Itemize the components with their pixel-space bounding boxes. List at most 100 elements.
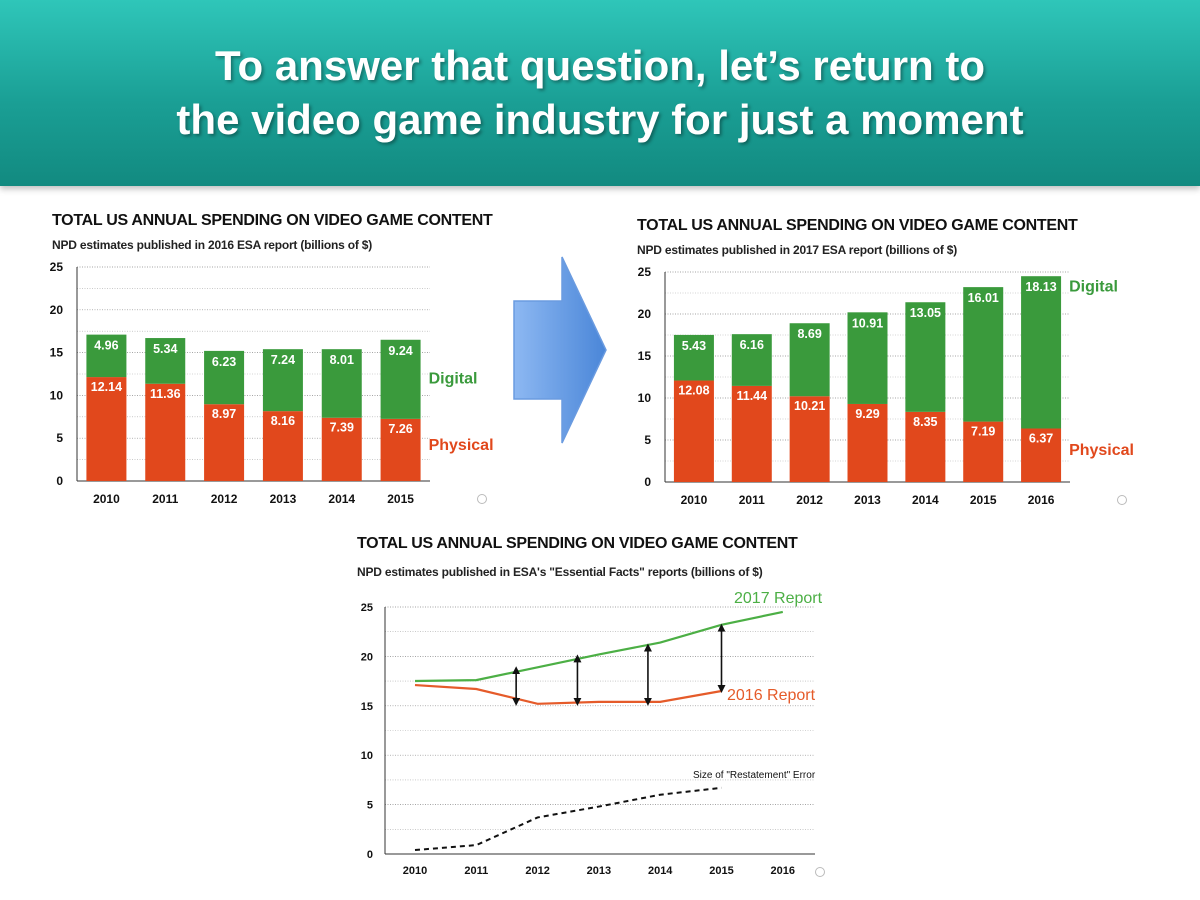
bar-digital: [963, 287, 1004, 422]
chart-line-title: TOTAL US ANNUAL SPENDING ON VIDEO GAME C…: [357, 535, 798, 552]
bar-physical: [204, 404, 245, 481]
bar-label-digital: 6.23: [212, 355, 236, 369]
bar-physical: [847, 403, 888, 482]
bar-label-physical: 8.35: [913, 415, 937, 429]
bar-physical: [145, 383, 186, 481]
x-tick-label: 2014: [648, 865, 673, 877]
y-tick-label: 5: [644, 433, 651, 447]
series-line-2017-report: [414, 610, 784, 683]
bar-physical: [1021, 428, 1062, 482]
legend-physical: Physical: [1069, 442, 1134, 459]
bar-digital: [145, 338, 186, 384]
series-line-restatement-error: [414, 786, 722, 852]
bar-digital: [673, 334, 714, 381]
bar-label-digital: 8.01: [330, 353, 354, 367]
chart-line-plot: 0 5 10 15 20 25 2010 2011 2012 2013 2014 2015 2016 20…: [361, 590, 825, 877]
bar-digital: [204, 350, 245, 405]
y-tick-label: 0: [56, 474, 63, 488]
x-tick-label: 2015: [709, 865, 733, 877]
series-line-2016-report: [414, 683, 722, 705]
x-tick-label: 2011: [464, 865, 488, 877]
chart-2016-subtitle: NPD estimates published in 2016 ESA repo…: [52, 238, 373, 252]
x-tick-label: 2015: [970, 493, 997, 507]
y-tick-label: 10: [638, 391, 652, 405]
legend-physical: Physical: [429, 437, 494, 454]
y-tick-label: 20: [361, 651, 373, 663]
bar-label-physical: 7.39: [330, 421, 354, 435]
x-tick-label: 2013: [270, 492, 297, 506]
legend-digital: Digital: [1069, 278, 1118, 295]
watermark-logo: [1117, 495, 1127, 505]
bar-label-physical: 7.19: [971, 425, 995, 439]
bar-label-physical: 11.44: [736, 389, 767, 403]
y-tick-label: 0: [367, 849, 373, 861]
bar-label-digital: 13.05: [910, 306, 941, 320]
y-tick-label: 0: [644, 475, 651, 489]
bar-digital: [380, 339, 421, 419]
bar-digital: [731, 334, 772, 386]
label-2016-report: 2016 Report: [727, 687, 816, 704]
bar-label-digital: 9.24: [388, 344, 412, 358]
x-tick-label: 2014: [912, 493, 939, 507]
bar-label-digital: 4.96: [94, 339, 118, 353]
chart-2017-subtitle: NPD estimates published in 2017 ESA repo…: [637, 243, 958, 257]
y-tick-label: 20: [638, 307, 652, 321]
watermark-logo: [477, 494, 487, 504]
bar-label-digital: 5.43: [682, 339, 706, 353]
bar-physical: [905, 411, 946, 482]
bar-digital: [86, 334, 127, 378]
x-tick-label: 2010: [93, 492, 120, 506]
chart-2017-title: TOTAL US ANNUAL SPENDING ON VIDEO GAME C…: [637, 217, 1078, 234]
header-title-line-2: the video game industry for just a momen…: [176, 96, 1024, 143]
legend-digital: Digital: [429, 370, 478, 387]
x-tick-label: 2013: [587, 865, 611, 877]
x-tick-label: 2010: [681, 493, 708, 507]
bar-label-digital: 5.34: [153, 342, 177, 356]
x-tick-label: 2011: [152, 492, 178, 506]
bar-physical: [673, 380, 714, 482]
y-tick-label: 15: [361, 701, 373, 713]
chart-2016-bars: 0 5 10 15 20 25 12.14 4.96 2010 11.36 5.34 2011 8.97…: [50, 260, 494, 506]
bar-digital: [789, 323, 830, 397]
bar-label-digital: 6.16: [740, 338, 764, 352]
chart-line-subtitle: NPD estimates published in ESA's "Essent…: [357, 565, 763, 579]
x-tick-label: 2016: [1028, 493, 1055, 507]
x-tick-label: 2014: [328, 492, 355, 506]
bar-label-physical: 6.37: [1029, 431, 1053, 445]
bar-digital: [905, 302, 946, 412]
bar-physical: [963, 421, 1004, 482]
y-tick-label: 10: [361, 750, 373, 762]
bar-digital: [1021, 276, 1062, 429]
bar-label-digital: 7.24: [271, 353, 295, 367]
bar-label-physical: 8.97: [212, 407, 236, 421]
bar-physical: [380, 418, 421, 481]
bar-label-physical: 9.29: [855, 407, 879, 421]
header-banner: To answer that question, let’s return to…: [0, 0, 1200, 186]
watermark-logo: [815, 867, 825, 877]
label-restatement-error: Size of "Restatement" Error: [693, 770, 816, 781]
x-tick-label: 2015: [387, 492, 414, 506]
bar-label-physical: 11.36: [150, 387, 181, 401]
bar-label-physical: 8.16: [271, 414, 295, 428]
bar-physical: [86, 377, 127, 481]
y-tick-label: 10: [50, 388, 64, 402]
x-tick-label: 2016: [771, 865, 795, 877]
bar-label-physical: 12.08: [678, 384, 709, 398]
x-tick-label: 2011: [739, 493, 765, 507]
bar-label-digital: 8.69: [797, 327, 821, 341]
chart-2017-bars: 0 5 10 15 20 25 12.08 5.43 2010 11.44 6.16 2011 10.2…: [638, 265, 1134, 507]
x-tick-label: 2010: [403, 865, 427, 877]
x-tick-label: 2012: [525, 865, 549, 877]
header-title-line-1: To answer that question, let’s return to: [214, 42, 986, 89]
bar-label-physical: 7.26: [388, 422, 412, 436]
bar-digital: [262, 349, 303, 412]
bar-digital: [847, 312, 888, 404]
y-tick-label: 20: [50, 303, 64, 317]
bar-label-physical: 12.14: [91, 380, 122, 394]
bar-physical: [731, 385, 772, 482]
y-tick-label: 5: [56, 431, 63, 445]
y-tick-label: 25: [361, 602, 373, 614]
chart-2016-title: TOTAL US ANNUAL SPENDING ON VIDEO GAME C…: [52, 212, 493, 229]
bar-physical: [789, 396, 830, 482]
x-tick-label: 2013: [854, 493, 881, 507]
